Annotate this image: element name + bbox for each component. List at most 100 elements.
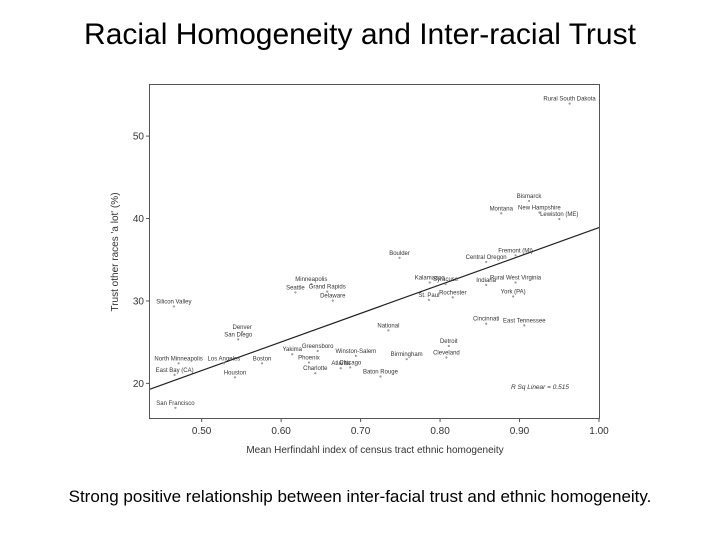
data-point — [172, 305, 175, 308]
x-axis-title: Mean Herfindahl index of census tract et… — [246, 445, 503, 456]
point-label: National — [377, 323, 399, 329]
point-label: Montana — [490, 206, 514, 212]
point-label: New Hampshire — [518, 205, 561, 211]
data-point — [177, 362, 180, 365]
point-label: Bismarck — [517, 194, 543, 200]
data-point — [331, 299, 334, 302]
point-label: Los Angeles — [208, 356, 241, 362]
point-label: Houston — [224, 370, 246, 376]
data-point — [538, 211, 541, 214]
point-label: Winston-Salem — [335, 349, 376, 355]
data-point — [445, 356, 448, 359]
data-point — [485, 322, 488, 325]
point-label: Boston — [253, 356, 272, 362]
point-label: Greensboro — [302, 344, 334, 350]
data-point — [307, 361, 311, 364]
data-point — [174, 406, 177, 409]
point-label: Central Oregon — [466, 255, 507, 261]
data-point — [451, 296, 454, 299]
point-label: Delaware — [320, 294, 346, 300]
slide-caption: Strong positive relationship between int… — [68, 487, 652, 506]
data-point — [558, 217, 561, 221]
point-label: Chicago — [339, 360, 362, 366]
data-point — [173, 373, 176, 376]
x-tick-label: 0.50 — [192, 426, 212, 437]
y-tick-label: 40 — [133, 214, 145, 225]
data-point — [514, 281, 517, 284]
data-point — [310, 283, 313, 286]
data-point — [527, 199, 531, 203]
point-label: North Minneapolis — [154, 356, 202, 362]
point-label: Fremont (MI) — [498, 248, 533, 254]
point-label: East Tennessee — [503, 318, 546, 324]
point-label: Detroit — [440, 339, 458, 345]
point-label: Birmingham — [391, 352, 423, 358]
data-point — [241, 330, 244, 334]
data-point — [398, 256, 401, 259]
point-label: St. Paul — [418, 293, 439, 299]
data-point — [485, 260, 488, 264]
point-label: Rural South Dakota — [543, 97, 596, 103]
point-label: Grand Rapids — [309, 285, 346, 291]
data-point — [427, 298, 431, 301]
data-point — [512, 295, 515, 298]
point-label: Indiana — [476, 278, 496, 284]
data-point — [222, 362, 226, 365]
point-label: Rochester — [439, 290, 466, 296]
point-label: Lewiston (ME) — [540, 212, 578, 218]
x-tick-label: 1.00 — [589, 426, 609, 437]
plot-frame — [149, 84, 600, 419]
x-tick-label: 0.60 — [271, 426, 291, 437]
data-point — [326, 290, 329, 293]
point-label: East Bay (CA) — [156, 368, 194, 374]
point-label: Yakima — [282, 347, 302, 353]
r-squared-annotation: R Sq Linear = 0.515 — [511, 384, 569, 391]
data-point — [387, 329, 390, 332]
point-label: Atlanta — [331, 361, 350, 367]
point-label: York (PA) — [501, 290, 526, 296]
data-point — [500, 212, 503, 215]
data-point — [233, 376, 237, 379]
y-axis: 20 30 40 50 — [133, 132, 150, 390]
data-point — [349, 366, 352, 369]
point-label: Syracuse — [433, 277, 459, 283]
data-point — [568, 102, 571, 105]
data-point — [447, 344, 450, 348]
point-label: Baton Rouge — [363, 369, 399, 375]
data-point — [237, 338, 240, 341]
data-point — [316, 349, 319, 353]
point-label: San Francisco — [156, 401, 195, 407]
y-axis-title: Trust other races 'a lot' (%) — [110, 192, 121, 311]
fit-line — [149, 227, 600, 390]
data-point — [291, 353, 294, 356]
y-tick-label: 30 — [133, 296, 145, 307]
point-label: Kalamazoo — [415, 276, 446, 282]
point-label: Boulder — [389, 251, 410, 257]
data-point — [485, 283, 488, 287]
point-label: Minneapolis — [295, 277, 327, 283]
slide-title: Racial Homogeneity and Inter-racial Trus… — [84, 18, 636, 51]
point-label: Charlotte — [303, 366, 328, 372]
data-point — [523, 324, 526, 327]
x-tick-label: 0.70 — [351, 426, 371, 437]
y-tick-label: 20 — [133, 379, 145, 390]
x-tick-label: 0.90 — [510, 426, 530, 437]
point-label: San Diego — [224, 332, 253, 338]
data-point — [379, 375, 382, 378]
x-tick-label: 0.80 — [430, 426, 450, 437]
data-point — [339, 367, 342, 370]
data-point — [428, 281, 431, 284]
data-point — [354, 354, 357, 357]
data-point — [294, 291, 297, 294]
data-point — [514, 254, 517, 257]
y-tick-label: 50 — [133, 132, 145, 143]
point-label: Rural West Virginia — [490, 276, 542, 282]
point-label: Cleveland — [433, 351, 460, 357]
point-label: Seattle — [286, 285, 305, 291]
data-point — [405, 358, 408, 361]
point-label: Denver — [233, 325, 252, 331]
x-axis: 0.50 0.60 0.70 0.80 0.90 1.00 — [192, 418, 609, 437]
point-label: Phoenix — [298, 355, 320, 361]
